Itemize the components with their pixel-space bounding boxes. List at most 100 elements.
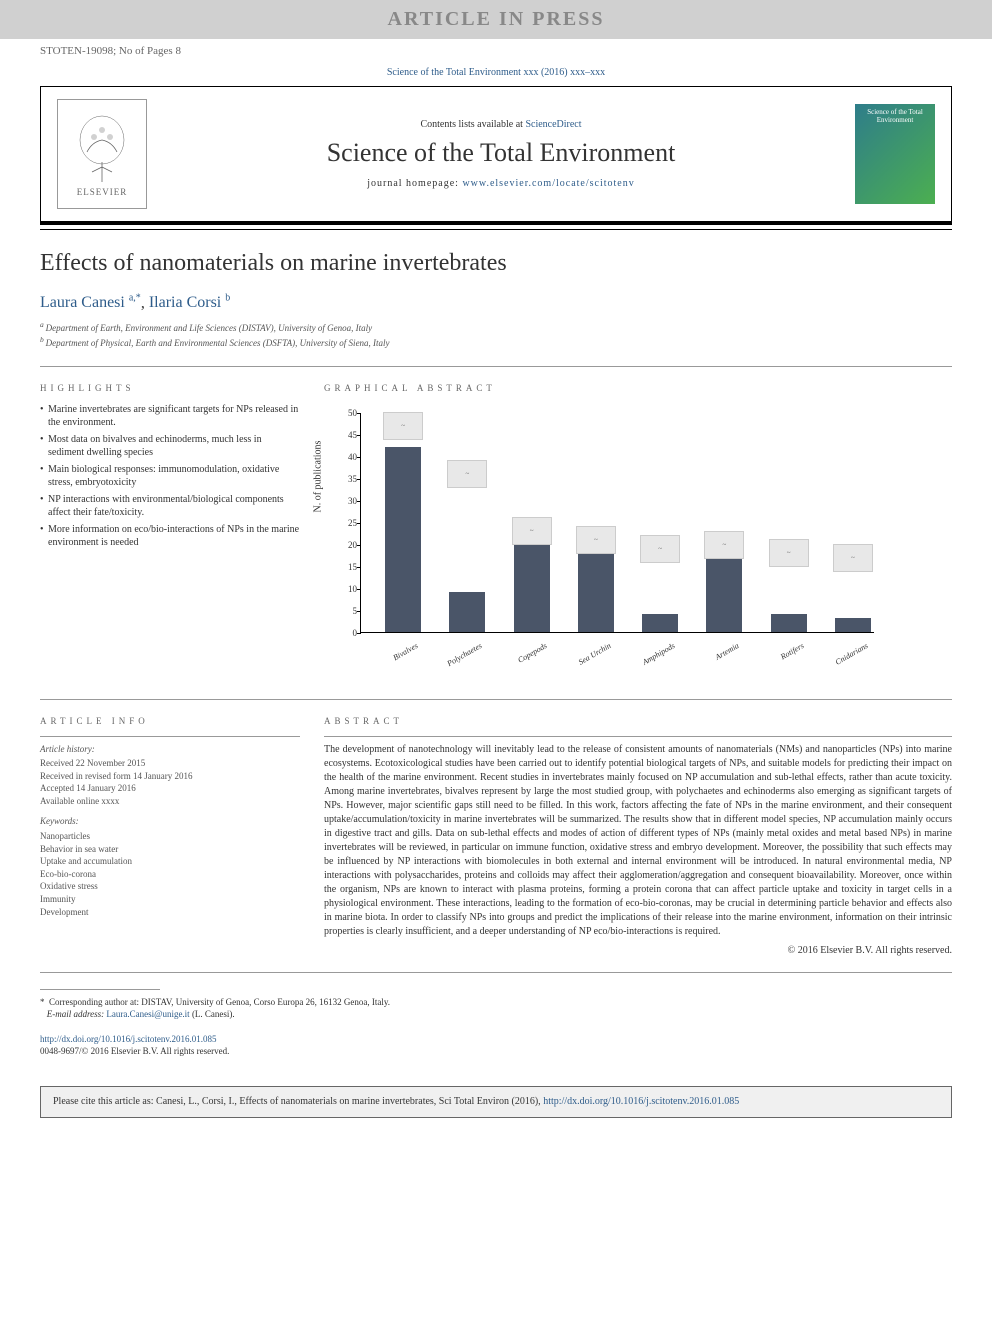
specimen-thumbnail: ~ xyxy=(383,412,423,440)
chart-ytick-label: 15 xyxy=(333,562,357,572)
email-label: E-mail address: xyxy=(47,1009,107,1019)
history-line: Accepted 14 January 2016 xyxy=(40,782,300,795)
keyword-line: Immunity xyxy=(40,893,300,906)
doi-block: http://dx.doi.org/10.1016/j.scitotenv.20… xyxy=(40,1033,952,1058)
chart-xtick-label: Polychaetes xyxy=(427,641,483,679)
history-lines: Received 22 November 2015Received in rev… xyxy=(40,757,300,807)
highlights-graphical-row: HIGHLIGHTS Marine invertebrates are sign… xyxy=(40,383,952,683)
keyword-line: Nanoparticles xyxy=(40,830,300,843)
citation-box: Please cite this article as: Canesi, L.,… xyxy=(40,1086,952,1118)
journal-reference-link[interactable]: Science of the Total Environment xxx (20… xyxy=(0,63,992,86)
chart-ytick-mark xyxy=(357,479,361,480)
chart-bar xyxy=(706,552,742,631)
chart-ytick-mark xyxy=(357,435,361,436)
homepage-link[interactable]: www.elsevier.com/locate/scitotenv xyxy=(462,178,634,189)
chart-xtick-label: Cnidarians xyxy=(813,641,869,679)
affiliation-line: a Department of Earth, Environment and L… xyxy=(40,320,952,335)
chart-xtick-label: Artemia xyxy=(684,641,740,679)
chart-ytick-label: 20 xyxy=(333,540,357,550)
specimen-thumbnail: ~ xyxy=(704,531,744,559)
cite-doi-link[interactable]: http://dx.doi.org/10.1016/j.scitotenv.20… xyxy=(543,1096,739,1107)
specimen-thumbnail: ~ xyxy=(769,539,809,567)
chart-bar xyxy=(771,614,807,632)
chart-xtick-label: Copepods xyxy=(492,641,548,679)
graphical-abstract-column: GRAPHICAL ABSTRACT N. of publications 05… xyxy=(324,383,952,683)
corresp-email-link[interactable]: Laura.Canesi@unige.it xyxy=(106,1009,189,1019)
chart-xtick-label: Rotifers xyxy=(749,641,805,679)
chart-xtick-label: Amphipods xyxy=(620,641,676,679)
section-rule-1 xyxy=(40,366,952,367)
contents-line: Contents lists available at ScienceDirec… xyxy=(163,119,839,130)
history-subhead: Article history: xyxy=(40,743,300,756)
author-name[interactable]: Ilaria Corsi b xyxy=(149,294,230,311)
sciencedirect-link[interactable]: ScienceDirect xyxy=(525,119,581,130)
chart-ytick-mark xyxy=(357,501,361,502)
abstract-rule xyxy=(324,736,952,737)
issn-line: 0048-9697/© 2016 Elsevier B.V. All right… xyxy=(40,1046,229,1056)
affiliation-line: b Department of Physical, Earth and Envi… xyxy=(40,335,952,350)
history-line: Received in revised form 14 January 2016 xyxy=(40,770,300,783)
chart-ytick-mark xyxy=(357,545,361,546)
corresponding-author: * Corresponding author at: DISTAV, Unive… xyxy=(40,996,952,1021)
chart-ytick-label: 25 xyxy=(333,518,357,528)
chart-ytick-label: 45 xyxy=(333,430,357,440)
page-info: STOTEN-19098; No of Pages 8 xyxy=(0,39,992,63)
cover-label: Science of the Total Environment xyxy=(859,108,931,124)
graphical-abstract-heading: GRAPHICAL ABSTRACT xyxy=(324,383,952,393)
specimen-thumbnail: ~ xyxy=(447,460,487,488)
chart-ytick-mark xyxy=(357,589,361,590)
chart-ytick-mark xyxy=(357,457,361,458)
article-info-heading: ARTICLE INFO xyxy=(40,716,300,726)
email-suffix: (L. Canesi). xyxy=(190,1009,235,1019)
highlight-item: Marine invertebrates are significant tar… xyxy=(40,403,300,430)
keywords-block: Keywords: NanoparticlesBehavior in sea w… xyxy=(40,815,300,918)
highlights-column: HIGHLIGHTS Marine invertebrates are sign… xyxy=(40,383,300,683)
chart-bar xyxy=(578,548,614,632)
elsevier-logo: ELSEVIER xyxy=(57,99,147,209)
highlights-list: Marine invertebrates are significant tar… xyxy=(40,403,300,550)
chart-bar xyxy=(514,535,550,632)
chart-ytick-mark xyxy=(357,633,361,634)
journal-header: ELSEVIER Contents lists available at Sci… xyxy=(40,86,952,222)
elsevier-tree-icon xyxy=(72,112,132,187)
author-affil-sup: b xyxy=(225,293,230,304)
specimen-thumbnail: ~ xyxy=(640,535,680,563)
keyword-line: Uptake and accumulation xyxy=(40,855,300,868)
history-line: Available online xxxx xyxy=(40,795,300,808)
chart-bar xyxy=(642,614,678,632)
chart-ytick-label: 30 xyxy=(333,496,357,506)
affiliations: a Department of Earth, Environment and L… xyxy=(40,320,952,349)
keywords-lines: NanoparticlesBehavior in sea waterUptake… xyxy=(40,830,300,918)
publisher-name: ELSEVIER xyxy=(77,187,128,197)
article-title: Effects of nanomaterials on marine inver… xyxy=(40,250,952,277)
chart-plot-area: 05101520253035404550~Bivalves~Polychaete… xyxy=(360,413,874,633)
contents-text: Contents lists available at xyxy=(420,119,525,130)
section-rule-3 xyxy=(40,972,952,973)
journal-cover-thumbnail: Science of the Total Environment xyxy=(855,104,935,204)
article-content: Effects of nanomaterials on marine inver… xyxy=(0,230,992,1078)
chart-ytick-mark xyxy=(357,413,361,414)
highlight-item: More information on eco/bio-interactions… xyxy=(40,523,300,550)
keywords-subhead: Keywords: xyxy=(40,815,300,828)
authors-line: Laura Canesi a,*, Ilaria Corsi b xyxy=(40,293,952,312)
abstract-heading: ABSTRACT xyxy=(324,716,952,726)
keyword-line: Development xyxy=(40,906,300,919)
chart-xtick-label: Sea Urchin xyxy=(556,641,612,679)
cite-prefix: Please cite this article as: Canesi, L.,… xyxy=(53,1096,543,1107)
abstract-text: The development of nanotechnology will i… xyxy=(324,743,952,939)
highlights-heading: HIGHLIGHTS xyxy=(40,383,300,393)
chart-ytick-mark xyxy=(357,567,361,568)
copyright-line: © 2016 Elsevier B.V. All rights reserved… xyxy=(324,945,952,956)
header-divider-thick xyxy=(40,222,952,225)
specimen-thumbnail: ~ xyxy=(576,526,616,554)
author-name[interactable]: Laura Canesi a,* xyxy=(40,294,141,311)
keyword-line: Oxidative stress xyxy=(40,880,300,893)
highlight-item: Main biological responses: immunomodulat… xyxy=(40,463,300,490)
author-affil-sup: a,* xyxy=(129,293,141,304)
doi-link[interactable]: http://dx.doi.org/10.1016/j.scitotenv.20… xyxy=(40,1034,217,1044)
info-abstract-row: ARTICLE INFO Article history: Received 2… xyxy=(40,716,952,956)
corresp-marker: * xyxy=(40,997,45,1007)
abstract-column: ABSTRACT The development of nanotechnolo… xyxy=(324,716,952,956)
chart-y-axis-label: N. of publications xyxy=(313,440,324,512)
chart-ytick-label: 40 xyxy=(333,452,357,462)
